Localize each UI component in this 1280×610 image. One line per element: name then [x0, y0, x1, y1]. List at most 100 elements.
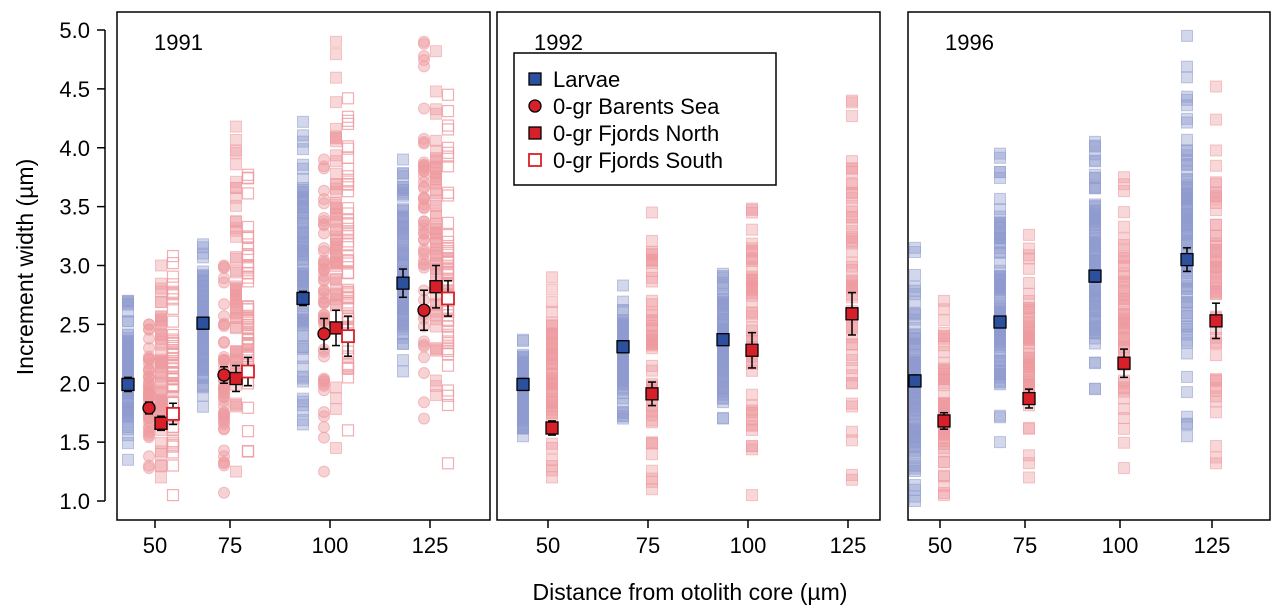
- raw-point: [218, 335, 230, 348]
- raw-point: [297, 392, 309, 405]
- raw-point: [546, 283, 558, 296]
- x-tick-label: 50: [928, 533, 952, 558]
- raw-point: [1181, 347, 1193, 360]
- raw-point: [397, 365, 409, 378]
- raw-point: [241, 313, 255, 326]
- raw-point: [297, 241, 309, 254]
- legend-item: 0-gr Fjords South: [528, 148, 723, 173]
- raw-point: [297, 275, 309, 288]
- raw-point: [1210, 204, 1222, 217]
- raw-point: [143, 371, 155, 384]
- legend-box: [513, 52, 777, 186]
- raw-point: [441, 241, 455, 255]
- raw-point: [646, 464, 658, 477]
- raw-point: [341, 140, 355, 153]
- raw-point: [318, 214, 330, 227]
- raw-point: [1181, 198, 1193, 211]
- raw-point: [938, 435, 950, 448]
- mean-marker-0-gr-fjords-north: [1022, 391, 1036, 406]
- raw-point: [155, 459, 167, 472]
- raw-point: [1181, 220, 1193, 233]
- raw-point: [646, 264, 658, 277]
- y-tick-label: 4.5: [59, 77, 90, 102]
- panel-frame: [496, 11, 881, 521]
- mean-marker-0-gr-fjords-south: [441, 291, 455, 306]
- raw-point: [1210, 240, 1222, 253]
- raw-point: [143, 450, 155, 463]
- raw-point: [717, 302, 729, 315]
- raw-point: [1089, 211, 1101, 224]
- raw-point: [143, 429, 155, 442]
- raw-point: [197, 346, 209, 359]
- y-tick-label: 2.5: [59, 312, 90, 337]
- panel-frame: [116, 11, 491, 521]
- raw-point: [197, 275, 209, 288]
- raw-point: [330, 237, 342, 250]
- raw-point: [617, 392, 629, 405]
- raw-point: [1181, 71, 1193, 84]
- x-tick-label: 75: [1013, 533, 1037, 558]
- mean-marker-0-gr-fjords-south: [241, 364, 255, 379]
- raw-point: [994, 246, 1006, 259]
- raw-point: [318, 406, 330, 419]
- raw-point: [155, 360, 167, 373]
- raw-point: [330, 178, 342, 191]
- raw-point: [218, 261, 230, 274]
- raw-point: [646, 436, 658, 449]
- raw-point: [218, 486, 230, 499]
- raw-point: [994, 192, 1006, 205]
- raw-point: [341, 178, 355, 191]
- raw-point: [155, 310, 167, 323]
- raw-point: [197, 389, 209, 402]
- raw-point: [297, 315, 309, 328]
- raw-point: [318, 219, 330, 232]
- raw-point: [546, 460, 558, 473]
- raw-point: [1118, 422, 1130, 435]
- raw-point: [746, 223, 758, 236]
- raw-point: [430, 161, 442, 174]
- raw-point: [546, 319, 558, 332]
- raw-point: [155, 296, 167, 309]
- raw-point: [341, 162, 355, 175]
- x-tick-label: 100: [730, 533, 767, 558]
- raw-point: [166, 293, 180, 306]
- raw-point: [646, 448, 658, 461]
- raw-point: [155, 259, 167, 272]
- raw-point: [230, 295, 242, 308]
- y-tick-label: 4.0: [59, 136, 90, 161]
- raw-point: [397, 354, 409, 367]
- raw-point: [717, 293, 729, 306]
- raw-point: [230, 320, 242, 333]
- raw-point: [1181, 418, 1193, 431]
- group-means: [516, 291, 859, 436]
- raw-point: [230, 133, 242, 146]
- raw-point: [241, 275, 255, 288]
- raw-point: [994, 216, 1006, 229]
- raw-point: [318, 292, 330, 305]
- raw-point: [938, 303, 950, 316]
- mean-marker-0-gr-fjords-north: [937, 414, 951, 428]
- raw-point: [1023, 249, 1035, 262]
- raw-point: [330, 155, 342, 168]
- raw-point: [418, 261, 430, 274]
- raw-point: [1089, 148, 1101, 161]
- raw-point: [397, 318, 409, 331]
- raw-point: [166, 270, 180, 283]
- legend-marker: [528, 153, 542, 167]
- raw-point: [241, 444, 255, 458]
- raw-point: [909, 479, 921, 492]
- legend-label: 0-gr Fjords South: [553, 148, 723, 173]
- raw-point: [166, 348, 180, 361]
- raw-point: [1118, 333, 1130, 346]
- raw-point: [1089, 226, 1101, 239]
- raw-point: [230, 230, 242, 243]
- raw-point: [1023, 370, 1035, 383]
- raw-point: [330, 392, 342, 405]
- raw-point: [318, 197, 330, 210]
- raw-point: [1023, 332, 1035, 345]
- raw-point: [230, 199, 242, 212]
- raw-point: [1118, 385, 1130, 398]
- raw-point: [297, 268, 309, 281]
